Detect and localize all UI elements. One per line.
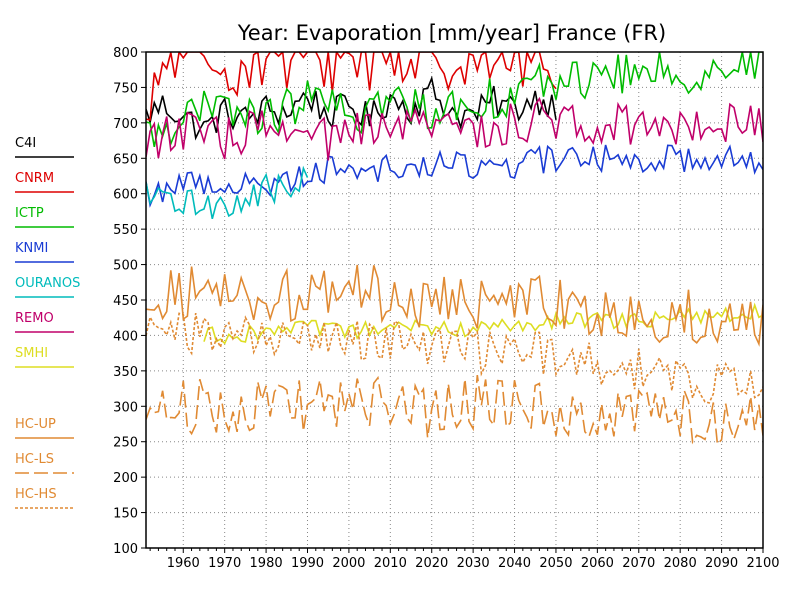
y-tick-label: 150 [113, 507, 138, 522]
legend-item-remo: REMO [15, 311, 74, 333]
x-tick-label: 1960 [167, 556, 200, 571]
legend-item-hc-ls: HC-LS [15, 452, 74, 474]
x-tick-label: 2040 [498, 556, 531, 571]
legend-item-ouranos: OURANOS [15, 276, 80, 298]
y-tick-label: 650 [113, 152, 138, 167]
legend-item-hc-hs: HC-HS [15, 487, 74, 509]
y-tick-label: 400 [113, 329, 138, 344]
legend-label: REMO [15, 311, 54, 326]
legend-item-cnrm: CNRM [15, 171, 74, 193]
series-line-cnrm [146, 52, 557, 121]
legend-label: ICTP [15, 206, 44, 221]
x-tick-label: 2070 [622, 556, 655, 571]
series-line-knmi [146, 144, 763, 208]
series-line-hc-ls [146, 374, 763, 447]
legend-label: C4I [15, 136, 36, 151]
x-tick-label: 2020 [415, 556, 448, 571]
y-tick-label: 200 [113, 471, 138, 486]
x-tick-label: 2100 [746, 556, 779, 571]
y-tick-label: 500 [113, 259, 138, 274]
legend-label: SMHI [15, 346, 48, 361]
legend: C4I CNRM ICTP KNMI OURANOS REMO SMHI HC-UP HC-LS… [15, 136, 80, 509]
y-tick-label: 250 [113, 436, 138, 451]
x-tick-label: 1990 [291, 556, 324, 571]
legend-item-knmi: KNMI [15, 241, 74, 263]
legend-label: OURANOS [15, 276, 80, 291]
x-tick-label: 2060 [581, 556, 614, 571]
series-line-ouranos [146, 165, 309, 220]
x-tick-label: 1980 [250, 556, 283, 571]
y-tick-label: 750 [113, 81, 138, 96]
y-tick-label: 300 [113, 400, 138, 415]
legend-label: HC-UP [15, 417, 56, 432]
y-axis: 100 150 200 250 300 350 400 450 500 550 600 650 700 7… [113, 46, 146, 557]
y-tick-label: 700 [113, 117, 138, 132]
x-tick-label: 2030 [457, 556, 490, 571]
series-line-hc-up [146, 264, 763, 347]
x-tick-label: 2080 [664, 556, 697, 571]
y-tick-label: 450 [113, 294, 138, 309]
series-line-c4i [146, 75, 557, 141]
x-tick-label: 2050 [539, 556, 572, 571]
legend-label: KNMI [15, 241, 48, 256]
series-lines [146, 52, 763, 447]
x-axis: 1960 1970 1980 1990 2000 2010 2020 2030 2040 2050… [149, 548, 780, 571]
legend-label: HC-LS [15, 452, 54, 467]
legend-item-c4i: C4I [15, 136, 74, 158]
y-tick-label: 100 [113, 542, 138, 557]
series-line-hc-hs [146, 312, 763, 404]
chart-title: Year: Evaporation [mm/year] France (FR) [237, 21, 666, 45]
y-tick-label: 350 [113, 365, 138, 380]
legend-label: CNRM [15, 171, 54, 186]
y-tick-label: 800 [113, 46, 138, 61]
legend-item-smhi: SMHI [15, 346, 74, 368]
legend-label: HC-HS [15, 487, 57, 502]
series-line-remo [146, 96, 763, 161]
x-tick-label: 2000 [332, 556, 365, 571]
x-tick-label: 2090 [705, 556, 738, 571]
series-line-ictp [146, 52, 763, 147]
x-tick-label: 1970 [208, 556, 241, 571]
legend-item-ictp: ICTP [15, 206, 74, 228]
y-tick-label: 550 [113, 223, 138, 238]
legend-item-hc-up: HC-UP [15, 417, 74, 439]
x-tick-label: 2010 [374, 556, 407, 571]
y-tick-label: 600 [113, 188, 138, 203]
